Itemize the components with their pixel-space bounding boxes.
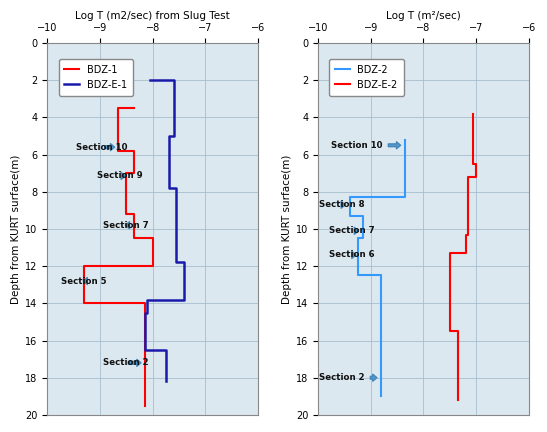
BDZ-E-2 [465, 232, 472, 237]
X-axis label: Log T (m²/sec): Log T (m²/sec) [386, 11, 461, 21]
BDZ-2 [354, 235, 361, 241]
BDZ-2 [401, 137, 408, 142]
BDZ-E-2 [446, 329, 453, 334]
X-axis label: Log T (m2/sec) from Slug Test: Log T (m2/sec) from Slug Test [75, 11, 230, 21]
BDZ-E-2 [462, 251, 469, 256]
BDZ-1 [123, 212, 130, 217]
Text: Section 7: Section 7 [329, 226, 374, 235]
BDZ-2 [378, 366, 385, 371]
BDZ-1 [115, 105, 122, 111]
Text: Section 6: Section 6 [329, 251, 374, 260]
BDZ-E-2 [473, 174, 479, 179]
BDZ-1 [142, 342, 148, 347]
BDZ-2 [401, 195, 408, 200]
BDZ-E-2 [465, 174, 472, 179]
BDZ-2 [354, 273, 361, 278]
BDZ-1 [131, 171, 137, 176]
BDZ-E-1 [142, 310, 148, 315]
BDZ-E-2 [455, 366, 461, 371]
BDZ-1 [142, 403, 148, 408]
BDZ-E-2 [473, 161, 479, 166]
BDZ-E-1 [181, 260, 188, 265]
Text: Section 9: Section 9 [97, 172, 143, 181]
BDZ-1 [142, 379, 148, 384]
BDZ-E-2 [470, 161, 477, 166]
BDZ-1 [81, 264, 88, 269]
BDZ-1 [131, 212, 137, 217]
BDZ-1 [131, 105, 137, 111]
BDZ-1 [149, 264, 156, 269]
BDZ-E-1 [165, 133, 172, 139]
BDZ-1 [142, 301, 148, 306]
BDZ-E-1 [162, 347, 169, 353]
BDZ-E-2 [446, 251, 453, 256]
BDZ-E-2 [462, 232, 469, 237]
BDZ-E-1 [162, 379, 169, 384]
Text: Section 7: Section 7 [103, 221, 148, 230]
BDZ-E-1 [147, 78, 153, 83]
BDZ-E-1 [144, 310, 151, 315]
Line: BDZ-1: BDZ-1 [84, 108, 153, 406]
BDZ-1 [142, 342, 148, 347]
BDZ-E-1 [144, 297, 151, 302]
BDZ-1 [131, 148, 137, 153]
BDZ-2 [346, 195, 353, 200]
BDZ-E-1 [147, 78, 153, 83]
BDZ-E-1 [142, 347, 148, 353]
Y-axis label: Depth from KURT surface(m): Depth from KURT surface(m) [11, 154, 21, 304]
Text: Section 10: Section 10 [77, 143, 128, 152]
BDZ-2 [401, 137, 408, 142]
BDZ-E-2 [455, 397, 461, 403]
BDZ-E-1 [173, 260, 180, 265]
BDZ-2 [378, 273, 385, 278]
Line: BDZ-E-2: BDZ-E-2 [450, 114, 476, 400]
BDZ-E-1 [171, 133, 177, 139]
BDZ-E-1 [165, 185, 172, 191]
Line: BDZ-2: BDZ-2 [350, 140, 405, 396]
Text: Section 2: Section 2 [319, 373, 377, 382]
BDZ-E-2 [470, 111, 477, 116]
Legend: BDZ-1, BDZ-E-1: BDZ-1, BDZ-E-1 [59, 59, 133, 95]
Text: Section 10: Section 10 [331, 141, 400, 150]
BDZ-2 [378, 305, 385, 310]
BDZ-1 [131, 105, 137, 111]
BDZ-E-2 [470, 111, 477, 116]
BDZ-E-2 [455, 329, 461, 334]
BDZ-E-1 [181, 297, 188, 302]
BDZ-2 [346, 213, 353, 219]
BDZ-E-1 [171, 78, 177, 83]
Y-axis label: Depth from KURT surface(m): Depth from KURT surface(m) [282, 154, 292, 304]
BDZ-1 [131, 235, 137, 241]
BDZ-2 [401, 171, 408, 176]
BDZ-2 [359, 213, 366, 219]
BDZ-2 [378, 394, 385, 399]
Text: Section 2: Section 2 [103, 358, 148, 367]
Line: BDZ-E-1: BDZ-E-1 [145, 80, 184, 381]
BDZ-1 [123, 171, 130, 176]
Legend: BDZ-2, BDZ-E-2: BDZ-2, BDZ-E-2 [329, 59, 404, 95]
BDZ-1 [81, 301, 88, 306]
Text: Section 8: Section 8 [319, 200, 365, 209]
BDZ-1 [149, 235, 156, 241]
BDZ-2 [359, 235, 366, 241]
BDZ-1 [115, 148, 122, 153]
Text: Section 5: Section 5 [61, 276, 106, 286]
BDZ-E-1 [173, 185, 180, 191]
BDZ-E-1 [162, 379, 169, 384]
